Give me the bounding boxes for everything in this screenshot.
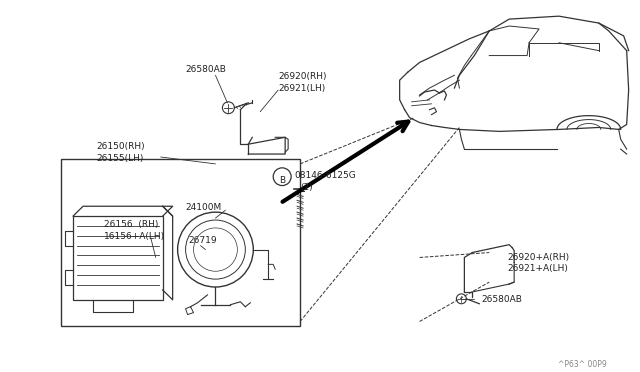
- Text: 26156  (RH): 26156 (RH): [104, 220, 158, 229]
- Text: 24100M: 24100M: [186, 203, 222, 212]
- Text: 26920(RH): 26920(RH): [278, 72, 326, 81]
- Text: 26580AB: 26580AB: [186, 65, 227, 74]
- Text: 16156+A(LH): 16156+A(LH): [104, 232, 165, 241]
- Text: 26150(RH): 26150(RH): [96, 142, 145, 151]
- Text: (2): (2): [300, 183, 313, 192]
- Text: 26719: 26719: [189, 236, 217, 245]
- Text: 08146-6125G: 08146-6125G: [294, 171, 356, 180]
- Text: 26580AB: 26580AB: [481, 295, 522, 304]
- Text: 26920+A(RH): 26920+A(RH): [507, 253, 570, 262]
- Text: 26921(LH): 26921(LH): [278, 84, 325, 93]
- Bar: [73, 216, 163, 300]
- Text: ^P63^ 00P9: ^P63^ 00P9: [558, 360, 607, 369]
- Text: 26155(LH): 26155(LH): [96, 154, 143, 163]
- Text: B: B: [279, 176, 285, 185]
- Bar: [61, 159, 300, 326]
- Text: 26921+A(LH): 26921+A(LH): [507, 264, 568, 273]
